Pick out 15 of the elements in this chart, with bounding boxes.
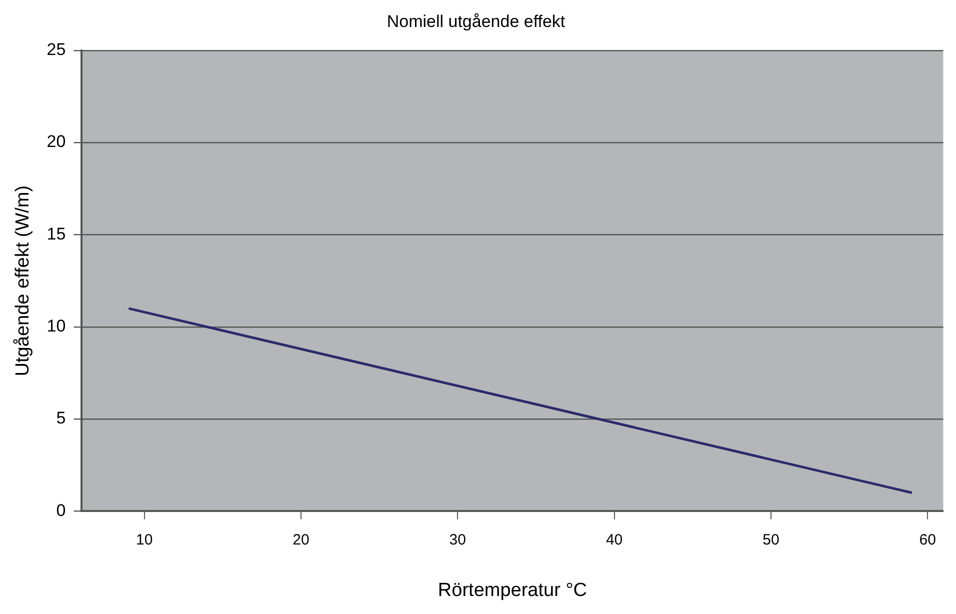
y-tick-label: 10 (46, 316, 66, 336)
x-tick-label: 30 (449, 531, 466, 548)
x-tick-label: 10 (136, 531, 153, 548)
y-tick-label: 5 (56, 408, 66, 428)
y-tick-label: 20 (46, 132, 66, 152)
y-tick-label: 15 (46, 224, 66, 244)
x-tick-label: 50 (762, 531, 780, 548)
x-tick-label: 20 (292, 531, 310, 548)
y-tick-label: 25 (46, 40, 66, 60)
x-tick-label: 40 (606, 531, 623, 548)
x-tick-label: 60 (919, 531, 936, 548)
y-tick-label: 0 (56, 500, 66, 520)
x-axis-title: Rörtemperatur °C (438, 580, 588, 601)
y-axis-title: Utgående effekt (W/m) (12, 185, 34, 376)
chart-title: Nomiell utgående effekt (386, 12, 566, 31)
